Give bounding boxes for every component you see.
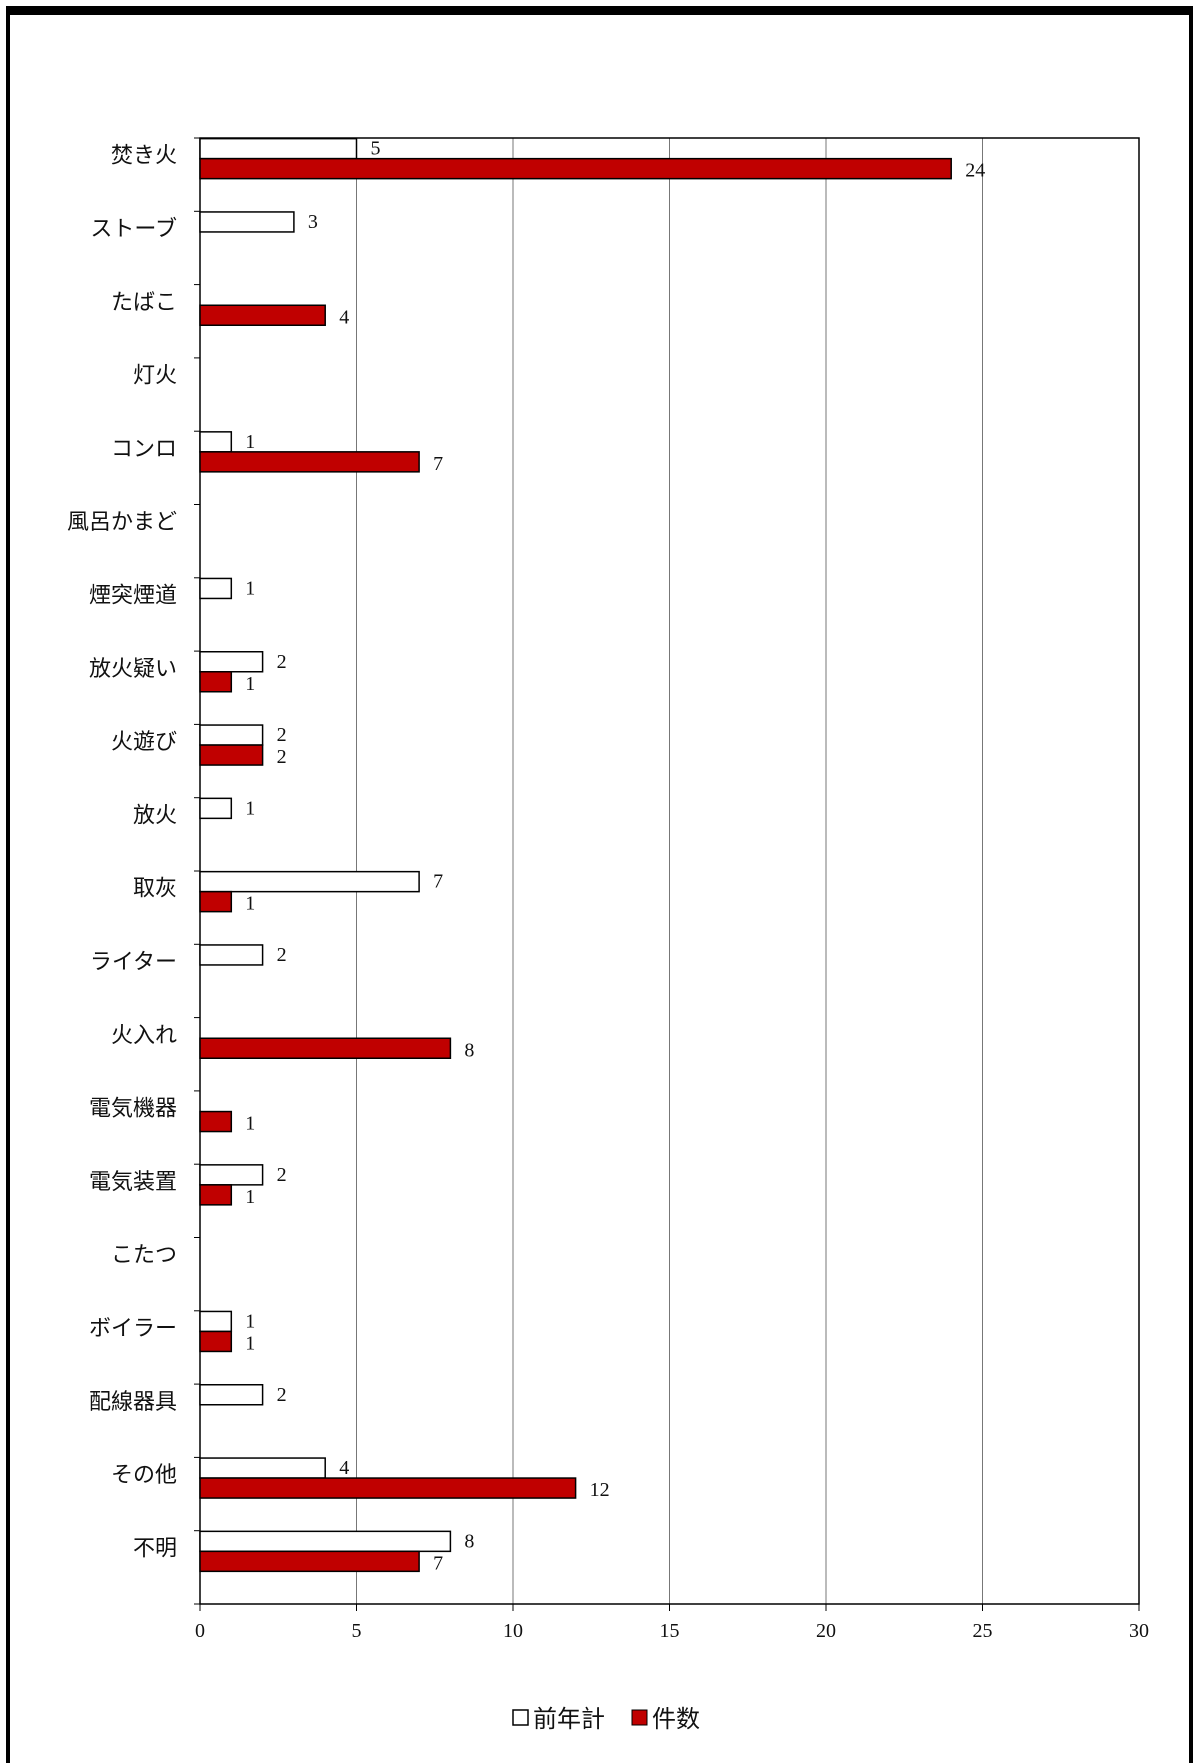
- bar-prev-year: [199, 944, 264, 966]
- data-label-prev-year: 4: [339, 1457, 349, 1479]
- bar-count: [199, 1330, 233, 1353]
- bar-count: [199, 744, 264, 766]
- bar-prev-year: [199, 577, 233, 600]
- category-label: 電気機器: [89, 1097, 177, 1122]
- data-label-prev-year: 8: [464, 1530, 474, 1552]
- bar-prev-year: [199, 870, 420, 893]
- x-tick-label: 5: [352, 1620, 362, 1642]
- data-label-count: 7: [433, 1552, 443, 1574]
- bar-count: [199, 1477, 577, 1499]
- category-label: 焚き火: [111, 144, 177, 169]
- bar-prev-year: [199, 211, 295, 233]
- legend-label-count: 件数: [652, 1705, 700, 1733]
- data-label-count: 12: [590, 1479, 610, 1501]
- bar-count: [199, 1037, 452, 1059]
- data-label-count: 1: [245, 1113, 255, 1135]
- category-label: コンロ: [111, 437, 177, 462]
- bar-count: [199, 1184, 233, 1206]
- category-label: 取灰: [133, 877, 177, 902]
- bar-count: [199, 1550, 420, 1573]
- bar-prev-year: [199, 797, 233, 820]
- bar-count: [199, 890, 233, 913]
- bar-prev-year: [199, 1457, 326, 1479]
- category-label: 火遊び: [111, 730, 177, 755]
- bar-prev-year: [199, 1384, 264, 1406]
- category-label: 風呂かまど: [67, 510, 177, 535]
- bar-prev-year: [199, 137, 358, 160]
- data-label-prev-year: 7: [433, 871, 443, 893]
- category-label: ボイラー: [89, 1316, 177, 1341]
- data-label-count: 8: [464, 1039, 474, 1061]
- bar-prev-year: [199, 431, 233, 453]
- bar-count: [199, 304, 326, 326]
- data-label-count: 1: [245, 1332, 255, 1354]
- data-label-count: 24: [965, 160, 985, 182]
- x-tick-label: 30: [1129, 1620, 1149, 1642]
- category-label: 放火疑い: [89, 657, 177, 682]
- data-label-prev-year: 3: [308, 211, 318, 233]
- data-label-prev-year: 1: [245, 577, 255, 599]
- category-label: 不明: [133, 1536, 177, 1561]
- bar-prev-year: [199, 1530, 452, 1553]
- data-label-count: 1: [245, 1186, 255, 1208]
- x-tick-label: 15: [660, 1620, 680, 1642]
- bar-prev-year: [199, 1164, 264, 1186]
- category-label: その他: [111, 1463, 177, 1488]
- bar-prev-year: [199, 651, 264, 673]
- data-label-prev-year: 1: [245, 797, 255, 819]
- legend-swatch-count: [631, 1709, 648, 1726]
- data-label-prev-year: 1: [245, 1310, 255, 1332]
- data-label-prev-year: 5: [371, 138, 381, 160]
- bar-count: [199, 451, 420, 473]
- category-label: ライター: [90, 950, 177, 975]
- category-label: 煙突煙道: [89, 583, 177, 608]
- data-label-prev-year: 2: [277, 1384, 287, 1406]
- x-tick-label: 0: [195, 1620, 205, 1642]
- category-label: たばこ: [111, 290, 177, 315]
- category-label: 配線器具: [89, 1390, 177, 1415]
- category-label: ストーブ: [90, 217, 177, 242]
- category-label: こたつ: [111, 1243, 177, 1268]
- data-label-count: 7: [433, 453, 443, 475]
- data-label-count: 1: [245, 673, 255, 695]
- data-label-prev-year: 1: [245, 431, 255, 453]
- data-label-prev-year: 2: [277, 651, 287, 673]
- bar-count: [199, 671, 233, 693]
- data-label-prev-year: 2: [277, 944, 287, 966]
- legend-swatch-prev-year: [512, 1709, 529, 1726]
- category-label: 火入れ: [111, 1023, 177, 1048]
- category-label: 灯火: [133, 364, 177, 389]
- x-tick-label: 10: [503, 1620, 523, 1642]
- data-label-count: 4: [339, 306, 349, 328]
- data-label-prev-year: 2: [277, 1164, 287, 1186]
- bar-count: [199, 1110, 233, 1133]
- data-label-count: 1: [245, 893, 255, 915]
- bar-prev-year: [199, 1310, 233, 1333]
- category-label: 電気装置: [89, 1170, 177, 1195]
- x-tick-label: 25: [973, 1620, 993, 1642]
- bar-count: [199, 157, 952, 180]
- bar-prev-year: [199, 724, 264, 746]
- category-label: 放火: [133, 803, 177, 828]
- data-label-prev-year: 2: [277, 724, 287, 746]
- data-label-count: 2: [277, 746, 287, 768]
- x-tick-label: 20: [816, 1620, 836, 1642]
- legend-label-prev-year: 前年計: [533, 1705, 605, 1733]
